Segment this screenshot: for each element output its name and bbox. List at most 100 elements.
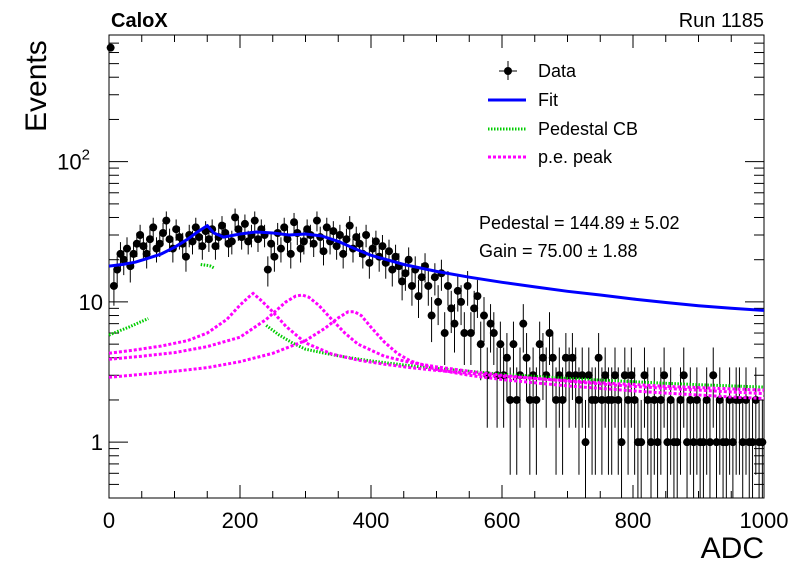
data-point xyxy=(542,347,551,428)
data-marker xyxy=(453,286,462,295)
data-marker xyxy=(548,353,557,362)
data-point xyxy=(728,399,737,498)
data-marker xyxy=(535,340,544,349)
data-point xyxy=(123,237,132,263)
data-marker xyxy=(355,239,364,248)
data-marker xyxy=(443,281,452,290)
data-marker xyxy=(391,252,400,261)
data-marker xyxy=(329,227,338,236)
data-marker xyxy=(113,265,122,274)
data-marker xyxy=(479,311,488,320)
fit-curve xyxy=(108,224,765,312)
data-marker xyxy=(427,311,436,320)
data-marker xyxy=(211,242,220,251)
data-point xyxy=(620,347,629,428)
data-marker xyxy=(322,223,331,232)
data-point xyxy=(339,242,348,269)
data-point xyxy=(509,321,518,381)
data-point xyxy=(705,399,714,498)
data-point xyxy=(198,235,207,260)
legend: Data Fit Pedestal CB p.e. peak xyxy=(488,61,638,167)
data-marker xyxy=(601,371,610,380)
data-marker xyxy=(558,395,567,404)
data-point xyxy=(270,244,279,272)
data-point xyxy=(656,367,665,475)
data-marker xyxy=(597,395,606,404)
data-point xyxy=(290,212,299,234)
data-marker xyxy=(699,438,708,447)
x-tick-label: 200 xyxy=(222,508,259,533)
data-marker xyxy=(545,329,554,338)
data-point xyxy=(283,228,292,252)
legend-marker-data xyxy=(499,61,517,80)
data-marker xyxy=(470,304,479,313)
data-point xyxy=(502,333,511,400)
data-point xyxy=(453,275,462,312)
data-marker xyxy=(466,329,475,338)
legend-label-pedestal: Pedestal CB xyxy=(538,119,638,139)
data-marker xyxy=(345,221,354,230)
data-marker xyxy=(725,395,734,404)
data-point xyxy=(692,367,701,475)
data-marker xyxy=(561,353,570,362)
data-point xyxy=(332,235,341,260)
data-marker xyxy=(181,252,190,261)
fit-curves xyxy=(108,224,765,400)
data-marker xyxy=(309,239,318,248)
x-tick-label: 600 xyxy=(484,508,521,533)
data-marker xyxy=(335,231,344,240)
data-marker xyxy=(362,231,371,240)
data-point xyxy=(129,242,138,269)
data-marker xyxy=(240,219,249,228)
data-point xyxy=(345,216,354,237)
data-point xyxy=(512,367,521,475)
data-marker xyxy=(683,438,692,447)
data-marker xyxy=(299,237,308,246)
data-marker xyxy=(159,229,168,238)
data-point xyxy=(584,347,593,428)
data-marker xyxy=(568,353,577,362)
data-marker xyxy=(244,237,253,246)
data-marker xyxy=(119,255,128,264)
data-point xyxy=(653,399,662,498)
data-marker xyxy=(149,223,158,232)
data-marker xyxy=(653,438,662,447)
x-tick-label: 800 xyxy=(615,508,652,533)
data-point xyxy=(699,399,708,498)
data-marker xyxy=(614,395,623,404)
data-point xyxy=(404,247,413,276)
data-point xyxy=(479,297,488,343)
data-marker xyxy=(342,235,351,244)
data-marker xyxy=(136,231,145,240)
data-point xyxy=(145,228,154,252)
data-marker xyxy=(191,223,200,232)
data-point xyxy=(231,208,240,228)
data-marker xyxy=(640,371,649,380)
data-point xyxy=(610,347,619,428)
data-point xyxy=(702,367,711,475)
data-marker xyxy=(502,353,511,362)
data-point xyxy=(434,285,443,326)
data-point xyxy=(591,367,600,475)
x-axis: 0 200 400 600 800 1000 xyxy=(103,35,788,533)
data-point xyxy=(109,271,118,306)
data-point xyxy=(119,247,128,276)
data-marker xyxy=(417,273,426,282)
data-marker xyxy=(385,247,394,256)
data-marker xyxy=(398,277,407,286)
data-marker xyxy=(332,242,341,251)
y-tick-label: 102 xyxy=(57,147,90,175)
data-marker xyxy=(624,395,633,404)
data-marker xyxy=(368,244,377,253)
data-marker xyxy=(280,223,289,232)
data-marker xyxy=(647,438,656,447)
data-point xyxy=(427,297,436,343)
data-marker xyxy=(263,265,272,274)
data-marker xyxy=(552,395,561,404)
data-marker xyxy=(319,247,328,256)
data-marker xyxy=(165,235,174,244)
data-point xyxy=(162,211,171,232)
data-point xyxy=(106,43,115,52)
y-tick-label: 1 xyxy=(91,430,103,455)
data-point xyxy=(466,312,475,366)
